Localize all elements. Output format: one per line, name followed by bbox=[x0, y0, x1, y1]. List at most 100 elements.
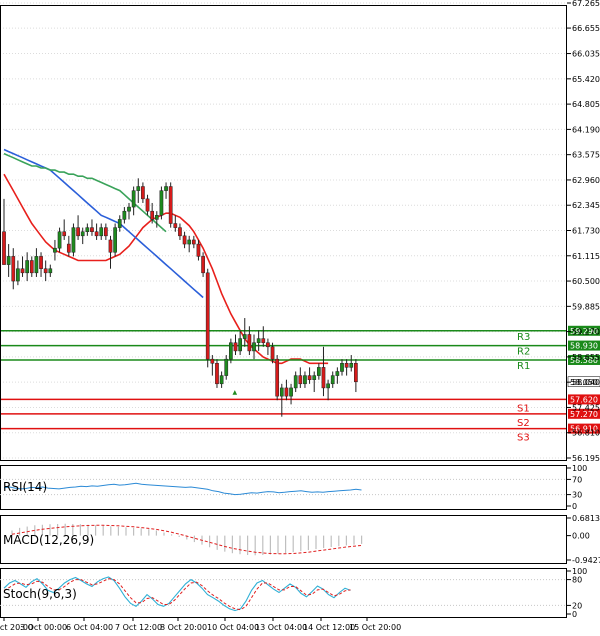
level-price-label: 56.910 bbox=[570, 425, 598, 434]
bull-candle bbox=[289, 387, 293, 397]
signal-marker: ▲ bbox=[233, 389, 238, 396]
bear-candle bbox=[266, 342, 270, 348]
rsi-tick-label: 30 bbox=[572, 491, 582, 500]
bear-candle bbox=[141, 186, 145, 200]
price-tick-label: 56.810 bbox=[572, 429, 600, 438]
level-price-label: 57.270 bbox=[570, 410, 598, 419]
bull-candle bbox=[154, 215, 159, 220]
level-price-tag bbox=[568, 394, 600, 405]
ma-slow-line bbox=[3, 152, 167, 233]
bear-candle bbox=[191, 239, 196, 245]
stoch-tick-label: 20 bbox=[572, 601, 582, 610]
level-price-tag bbox=[568, 408, 600, 419]
level-name-s2: S2 bbox=[517, 418, 530, 429]
price-tick-label: 61.115 bbox=[572, 252, 600, 261]
time-tick-label: 10 Oct 04:00 bbox=[207, 623, 259, 632]
bull-candle bbox=[16, 268, 20, 282]
price-axis: 67.265 66.655 66.035 65.420 64.805 64.190 63.5… bbox=[567, 0, 600, 463]
bear-candle bbox=[11, 256, 16, 282]
bear-candle bbox=[66, 243, 71, 253]
level-price-label: 59.290 bbox=[570, 327, 598, 336]
moving-averages bbox=[3, 148, 329, 365]
bear-candle bbox=[150, 210, 155, 220]
bull-candle bbox=[224, 358, 229, 376]
candlesticks: ▲ bbox=[2, 178, 358, 417]
panel-frame-3 bbox=[0, 568, 567, 618]
price-tick-label: 62.960 bbox=[572, 176, 600, 185]
rsi-tick-label: 0 bbox=[572, 502, 577, 511]
bull-candle bbox=[330, 375, 335, 385]
bear-candle bbox=[168, 186, 173, 224]
bull-candle bbox=[53, 247, 57, 253]
bull-candle bbox=[57, 231, 62, 249]
time-tick-label: 3 Oct 00:00 bbox=[20, 623, 67, 632]
bear-candle bbox=[344, 363, 349, 368]
price-tick-label: 62.345 bbox=[572, 201, 600, 210]
bear-candle bbox=[178, 227, 182, 237]
price-tick-label: 64.190 bbox=[572, 125, 600, 134]
price-tick-label: 56.195 bbox=[572, 454, 600, 463]
bear-candle bbox=[182, 235, 187, 245]
time-axis: 2 Oct 20:003 Oct 00:006 Oct 04:007 Oct 1… bbox=[0, 617, 401, 632]
bear-candle bbox=[173, 223, 178, 228]
price-tick-label: 61.730 bbox=[572, 227, 600, 236]
bear-candle bbox=[247, 334, 252, 352]
rsi-tick-label: 100 bbox=[572, 464, 587, 473]
rsi-line bbox=[3, 482, 362, 496]
level-name-r1: R1 bbox=[517, 361, 530, 372]
bull-candle bbox=[252, 342, 256, 352]
level-name-s3: S3 bbox=[517, 433, 530, 444]
bear-candle bbox=[307, 375, 312, 380]
level-price-tag bbox=[568, 423, 600, 434]
bear-candle bbox=[215, 363, 219, 385]
bull-candle bbox=[85, 227, 90, 232]
panel-frame-2 bbox=[0, 515, 567, 564]
stoch-tick-label: 0 bbox=[572, 610, 577, 619]
panel-frame-1 bbox=[0, 465, 567, 510]
price-tick-label: 63.575 bbox=[572, 151, 600, 160]
bear-candle bbox=[196, 243, 201, 257]
bull-candle bbox=[48, 268, 53, 274]
support-resistance-levels: R3 59.290 R2 58.930 R1 58.580 S1 57.620 S2 57.270… bbox=[0, 325, 600, 444]
bear-candle bbox=[39, 256, 43, 269]
bear-candle bbox=[261, 338, 266, 343]
bull-candle bbox=[34, 256, 39, 274]
level-name-r3: R3 bbox=[517, 332, 530, 343]
current-price-label: 58.050 bbox=[570, 378, 598, 387]
macd-panel: 0.6813 0.00 -0.9427 bbox=[11, 514, 600, 565]
bull-candle bbox=[6, 256, 11, 265]
level-price-tag bbox=[568, 340, 600, 351]
bull-candle bbox=[71, 227, 76, 253]
bear-candle bbox=[20, 268, 25, 274]
bear-candle bbox=[29, 260, 34, 274]
level-price-label: 57.620 bbox=[570, 395, 598, 404]
price-tick-label: 58.655 bbox=[572, 353, 600, 362]
bear-candle bbox=[76, 227, 80, 237]
bear-candle bbox=[94, 231, 99, 237]
bear-candle bbox=[145, 198, 150, 212]
bull-candle bbox=[136, 186, 141, 191]
time-tick-label: 14 Oct 12:00 bbox=[303, 623, 355, 632]
bear-candle bbox=[201, 256, 205, 274]
bear-candle bbox=[354, 363, 358, 383]
price-tick-label: 64.805 bbox=[572, 100, 600, 109]
time-tick-label: 13 Oct 04:00 bbox=[255, 623, 307, 632]
time-tick-label: 8 Oct 20:00 bbox=[160, 623, 207, 632]
bear-candle bbox=[43, 268, 48, 274]
time-tick-label: 7 Oct 12:00 bbox=[115, 623, 162, 632]
bull-candle bbox=[293, 375, 298, 389]
bull-candle bbox=[159, 190, 164, 216]
bull-candle bbox=[229, 342, 233, 360]
panel-frames bbox=[0, 5, 567, 618]
bull-candle bbox=[99, 227, 104, 237]
bull-candle bbox=[113, 227, 117, 253]
bear-candle bbox=[284, 387, 289, 397]
bull-candle bbox=[25, 260, 29, 274]
stoch-tick-label: 100 bbox=[572, 567, 587, 576]
bull-candle bbox=[303, 375, 307, 385]
macd-tick-label: -0.9427 bbox=[572, 556, 600, 565]
price-tick-label: 58.040 bbox=[572, 378, 600, 387]
stoch-main-line bbox=[3, 576, 351, 612]
bull-candle bbox=[117, 219, 122, 228]
